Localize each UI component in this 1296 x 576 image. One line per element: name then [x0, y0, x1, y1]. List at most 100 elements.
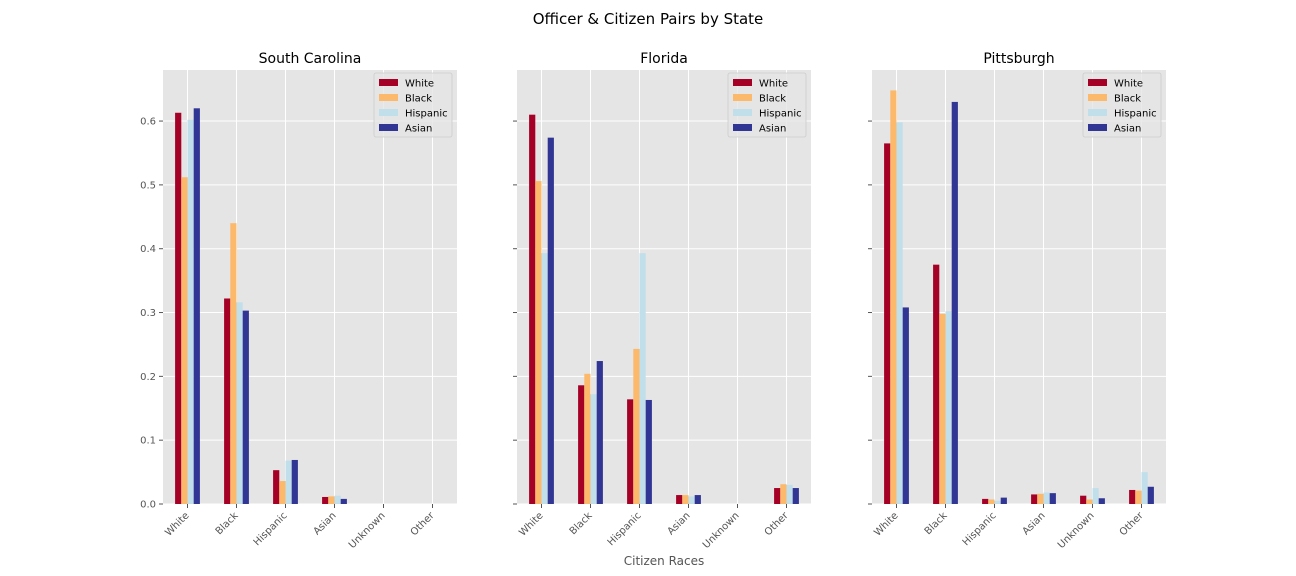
x-tick-label-hispanic: Hispanic — [252, 510, 290, 548]
legend-swatch-hispanic — [379, 109, 398, 116]
bar-white-asian — [322, 497, 328, 504]
bar-black-hispanic — [633, 349, 639, 504]
subplot-florida: White Black Hispanic Asian Unknown Other Flori… — [513, 51, 811, 551]
bar-black-unknown — [1086, 500, 1092, 504]
legend-label-white: White — [759, 79, 788, 90]
bar-hispanic-other — [1142, 472, 1148, 504]
bar-asian-asian — [1050, 493, 1056, 504]
bar-white-unknown — [1080, 496, 1086, 504]
y-tick-label: 0.2 — [140, 372, 156, 383]
legend-label-hispanic: Hispanic — [759, 109, 802, 120]
x-tick-label-other: Other — [1118, 510, 1146, 538]
bar-black-black — [584, 374, 590, 504]
bar-hispanic-hispanic — [286, 461, 292, 504]
legend-swatch-hispanic — [733, 109, 752, 116]
x-tick-label-unknown: Unknown — [701, 510, 742, 551]
bar-hispanic-black — [237, 302, 243, 504]
x-tick-label-white: White — [517, 510, 545, 538]
bar-asian-white — [194, 108, 200, 504]
bar-black-asian — [682, 495, 688, 504]
legend-swatch-white — [1088, 79, 1107, 86]
legend-swatch-asian — [733, 124, 752, 131]
bar-black-asian — [1037, 494, 1043, 504]
bar-black-other — [780, 484, 786, 504]
bar-asian-black — [952, 102, 958, 504]
subplot-pittsburgh: White Black Hispanic Asian Unknown Other Pitts… — [868, 51, 1166, 551]
bar-asian-hispanic — [292, 460, 298, 504]
bar-hispanic-white — [542, 253, 548, 504]
bar-asian-unknown — [1099, 498, 1105, 504]
bar-black-other — [1135, 491, 1141, 504]
subplot-south-carolina: 0.00.10.20.30.40.50.6White Black Hispanic A… — [140, 51, 457, 551]
legend-swatch-black — [1088, 94, 1107, 101]
bar-white-other — [774, 488, 780, 504]
bar-white-black — [578, 385, 584, 504]
x-tick-label-black: Black — [568, 510, 595, 537]
bar-black-hispanic — [988, 500, 994, 504]
x-tick-label-black: Black — [923, 510, 950, 537]
legend-swatch-white — [733, 79, 752, 86]
x-tick-label-asian: Asian — [312, 510, 339, 537]
x-axis-label: Citizen Races — [624, 554, 705, 568]
bar-black-white — [181, 177, 187, 504]
bar-black-white — [890, 90, 896, 504]
legend: White Black Hispanic Asian — [374, 73, 452, 137]
y-tick-label: 0.0 — [140, 500, 156, 511]
legend-swatch-black — [379, 94, 398, 101]
legend: White Black Hispanic Asian — [1083, 73, 1161, 137]
legend-label-asian: Asian — [1114, 124, 1141, 135]
bar-black-black — [230, 223, 236, 504]
bar-black-hispanic — [279, 481, 285, 504]
bar-asian-black — [597, 361, 603, 504]
bar-hispanic-unknown — [1093, 488, 1099, 504]
bar-asian-asian — [341, 499, 347, 504]
bar-asian-black — [243, 311, 249, 504]
bar-asian-hispanic — [1001, 498, 1007, 504]
legend-label-white: White — [1114, 79, 1143, 90]
bar-white-hispanic — [982, 499, 988, 504]
bar-hispanic-hispanic — [995, 501, 1001, 504]
legend-swatch-asian — [1088, 124, 1107, 131]
legend-swatch-black — [733, 94, 752, 101]
legend-label-hispanic: Hispanic — [405, 109, 448, 120]
x-tick-label-white: White — [163, 510, 191, 538]
x-tick-label-hispanic: Hispanic — [606, 510, 644, 548]
legend-label-black: Black — [1114, 94, 1141, 105]
legend-label-asian: Asian — [759, 124, 786, 135]
legend-label-black: Black — [759, 94, 786, 105]
x-tick-label-black: Black — [214, 510, 241, 537]
legend-label-asian: Asian — [405, 124, 432, 135]
bar-hispanic-white — [897, 122, 903, 504]
x-tick-label-unknown: Unknown — [1056, 510, 1097, 551]
bar-black-white — [535, 181, 541, 504]
subplot-title: Pittsburgh — [983, 51, 1054, 67]
bar-hispanic-white — [188, 120, 194, 504]
bar-asian-white — [548, 138, 554, 504]
x-tick-label-hispanic: Hispanic — [961, 510, 999, 548]
subplot-title: Florida — [640, 51, 688, 67]
legend-label-white: White — [405, 79, 434, 90]
x-tick-label-asian: Asian — [666, 510, 693, 537]
bar-white-white — [175, 113, 181, 504]
figure-suptitle: Officer & Citizen Pairs by State — [533, 10, 764, 28]
y-tick-label: 0.5 — [140, 180, 156, 191]
x-tick-label-other: Other — [763, 510, 791, 538]
bar-white-black — [224, 298, 230, 504]
bar-white-black — [933, 265, 939, 504]
bar-hispanic-hispanic — [640, 253, 646, 504]
bar-hispanic-black — [591, 394, 597, 504]
subplot-panels: 0.0 0.1 0.2 0.3 0.4 0.5 0.6 White Black Hispanic A… — [140, 51, 1166, 551]
legend-swatch-hispanic — [1088, 109, 1107, 116]
bar-hispanic-other — [787, 485, 793, 504]
bar-white-hispanic — [273, 470, 279, 504]
x-tick-label-other: Other — [409, 510, 437, 538]
bar-asian-hispanic — [646, 400, 652, 504]
y-tick-label: 0.4 — [140, 244, 156, 255]
bar-asian-other — [793, 488, 799, 504]
y-tick-label: 0.6 — [140, 117, 156, 128]
bar-asian-asian — [695, 495, 701, 504]
legend-swatch-asian — [379, 124, 398, 131]
legend-swatch-white — [379, 79, 398, 86]
y-tick-label: 0.3 — [140, 308, 156, 319]
